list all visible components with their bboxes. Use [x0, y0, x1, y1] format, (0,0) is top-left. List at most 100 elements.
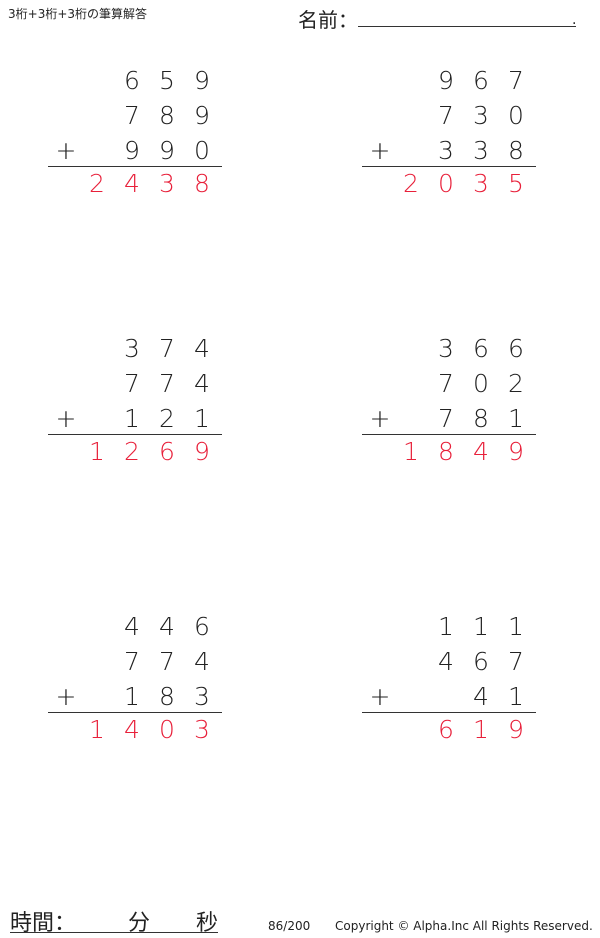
answer-digit: 2: [124, 437, 140, 466]
answer-digit: 9: [194, 437, 210, 466]
sum-line: [48, 712, 222, 713]
answer-digit: 8: [194, 169, 210, 198]
addend-digit: 9: [194, 66, 210, 95]
addend-digit: 4: [194, 334, 210, 363]
answer-digit: 9: [508, 715, 524, 744]
addend-digit: 7: [438, 369, 454, 398]
answer-digit: 1: [473, 715, 489, 744]
addend-digit: 7: [508, 66, 524, 95]
addend-digit: 3: [194, 682, 210, 711]
sum-line: [48, 434, 222, 435]
addend-digit: 6: [473, 334, 489, 363]
answer-digit: 4: [124, 715, 140, 744]
answer-digit: 5: [508, 169, 524, 198]
answer-digit: 1: [89, 437, 105, 466]
addend-digit: 9: [194, 101, 210, 130]
addend-digit: 4: [438, 647, 454, 676]
addend-digit: 7: [438, 404, 454, 433]
addend-digit: 7: [438, 101, 454, 130]
answer-digit: 2: [403, 169, 419, 198]
addend-digit: 0: [473, 369, 489, 398]
addend-digit: 1: [194, 404, 210, 433]
answer-digit: 3: [159, 169, 175, 198]
plus-sign: +: [369, 404, 391, 433]
answer-digit: 6: [438, 715, 454, 744]
addend-digit: 1: [508, 404, 524, 433]
addition-problem: 4 7 3 4 7 7 1 2 1 +9 6 2 1: [48, 334, 228, 474]
addend-digit: 1: [508, 612, 524, 641]
addend-digit: 8: [159, 682, 175, 711]
answer-digit: 4: [124, 169, 140, 198]
addend-digit: 2: [508, 369, 524, 398]
answer-digit: 4: [473, 437, 489, 466]
answer-digit: 2: [89, 169, 105, 198]
addend-digit: 6: [124, 66, 140, 95]
name-label: 名前：: [298, 8, 358, 32]
addend-digit: 1: [473, 612, 489, 641]
time-field: 時間： 分 秒: [10, 905, 218, 936]
plus-sign: +: [55, 136, 77, 165]
sum-line: [362, 166, 536, 167]
addition-problem: 1 1 1 7 6 4 1 4 +9 1 6: [362, 612, 542, 752]
addend-digit: 7: [124, 101, 140, 130]
addend-digit: 3: [438, 334, 454, 363]
plus-sign: +: [55, 682, 77, 711]
seconds-label: 秒: [196, 911, 219, 936]
sum-line: [48, 166, 222, 167]
answer-digit: 0: [159, 715, 175, 744]
plus-sign: +: [369, 136, 391, 165]
addend-digit: 4: [473, 682, 489, 711]
addend-digit: 7: [159, 647, 175, 676]
answer-digit: 6: [159, 437, 175, 466]
answer-digit: 8: [438, 437, 454, 466]
addend-digit: 9: [124, 136, 140, 165]
addend-digit: 1: [124, 404, 140, 433]
sum-line: [362, 712, 536, 713]
addend-digit: 1: [438, 612, 454, 641]
addition-problem: 6 4 4 4 7 7 3 8 1 +3 0 4 1: [48, 612, 228, 752]
name-end-mark: .: [572, 12, 577, 28]
addition-problem: 7 6 9 0 3 7 8 3 3 +5 3 0 2: [362, 66, 542, 206]
answer-digit: 1: [403, 437, 419, 466]
addend-digit: 7: [159, 369, 175, 398]
addend-digit: 2: [159, 404, 175, 433]
minutes-label: 分: [128, 911, 151, 936]
addend-digit: 8: [508, 136, 524, 165]
addend-digit: 6: [194, 612, 210, 641]
addend-digit: 7: [159, 334, 175, 363]
addend-digit: 3: [438, 136, 454, 165]
addend-digit: 6: [473, 647, 489, 676]
addend-digit: 5: [159, 66, 175, 95]
addend-digit: 3: [124, 334, 140, 363]
addend-digit: 6: [473, 66, 489, 95]
addend-digit: 7: [124, 647, 140, 676]
addition-problem: 6 6 3 2 0 7 1 8 7 +9 4 8 1: [362, 334, 542, 474]
addend-digit: 4: [194, 369, 210, 398]
answer-digit: 3: [194, 715, 210, 744]
worksheet-title: 3桁+3桁+3桁の筆算解答: [8, 7, 148, 21]
addition-problem: 9 5 6 9 8 7 0 9 9 +8 3 4 2: [48, 66, 228, 206]
addend-digit: 3: [473, 101, 489, 130]
addend-digit: 8: [159, 101, 175, 130]
addend-digit: 0: [508, 101, 524, 130]
addend-digit: 6: [508, 334, 524, 363]
sum-line: [362, 434, 536, 435]
addend-digit: 8: [473, 404, 489, 433]
addend-digit: 1: [124, 682, 140, 711]
addend-digit: 4: [194, 647, 210, 676]
addend-digit: 1: [508, 682, 524, 711]
addend-digit: 4: [159, 612, 175, 641]
plus-sign: +: [55, 404, 77, 433]
name-field-line: [358, 26, 576, 27]
plus-sign: +: [369, 682, 391, 711]
answer-digit: 0: [438, 169, 454, 198]
answer-digit: 3: [473, 169, 489, 198]
answer-digit: 1: [89, 715, 105, 744]
page-number: 86/200: [268, 919, 311, 933]
addend-digit: 9: [159, 136, 175, 165]
addend-digit: 3: [473, 136, 489, 165]
addend-digit: 7: [508, 647, 524, 676]
addend-digit: 9: [438, 66, 454, 95]
addend-digit: 0: [194, 136, 210, 165]
